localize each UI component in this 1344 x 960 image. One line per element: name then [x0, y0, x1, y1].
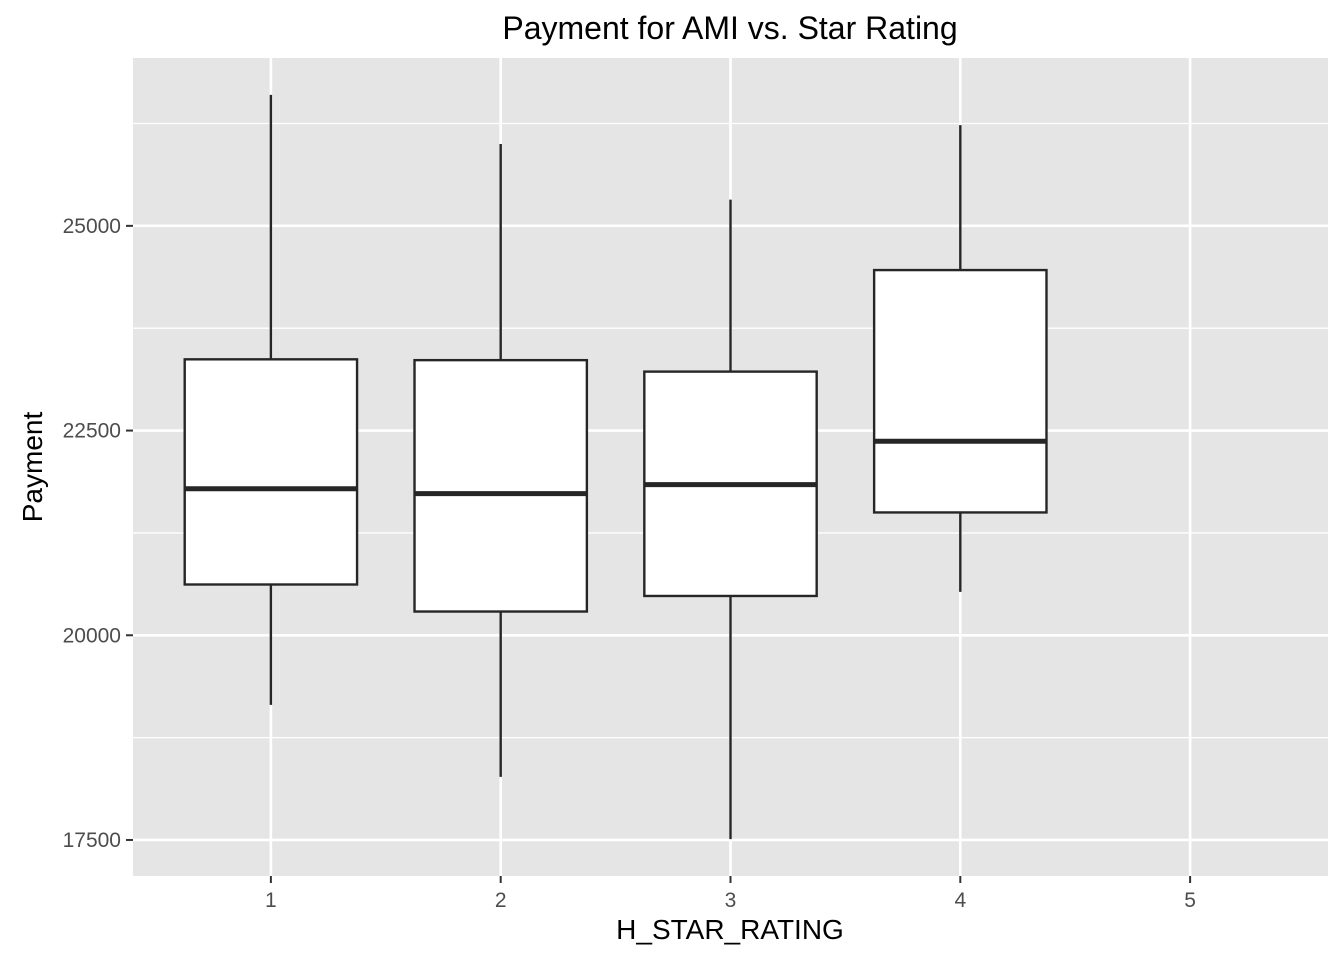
- y-axis-title: Payment: [17, 412, 48, 523]
- x-tick-label: 3: [725, 889, 737, 912]
- x-tick-label: 4: [954, 889, 966, 912]
- chart-title: Payment for AMI vs. Star Rating: [502, 10, 957, 46]
- y-axis: 17500 20000 22500 25000: [63, 215, 133, 852]
- y-tick-label: 20000: [63, 624, 121, 647]
- y-tick-label: 22500: [63, 420, 121, 443]
- x-tick-label: 2: [495, 889, 507, 912]
- x-tick-label: 5: [1184, 889, 1196, 912]
- iqr-box: [872, 268, 1048, 514]
- x-tick-label: 1: [265, 889, 277, 912]
- x-axis: 1 2 3 4 5: [265, 876, 1196, 912]
- box-series: [183, 94, 1048, 840]
- box-4: [872, 125, 1048, 592]
- box-1: [183, 94, 359, 705]
- iqr-box: [413, 358, 589, 613]
- y-tick-label: 17500: [63, 829, 121, 852]
- x-axis-title: H_STAR_RATING: [616, 914, 844, 945]
- iqr-box: [183, 358, 359, 586]
- box-2: [413, 143, 589, 777]
- box-3: [643, 199, 818, 840]
- y-tick-label: 25000: [63, 215, 121, 238]
